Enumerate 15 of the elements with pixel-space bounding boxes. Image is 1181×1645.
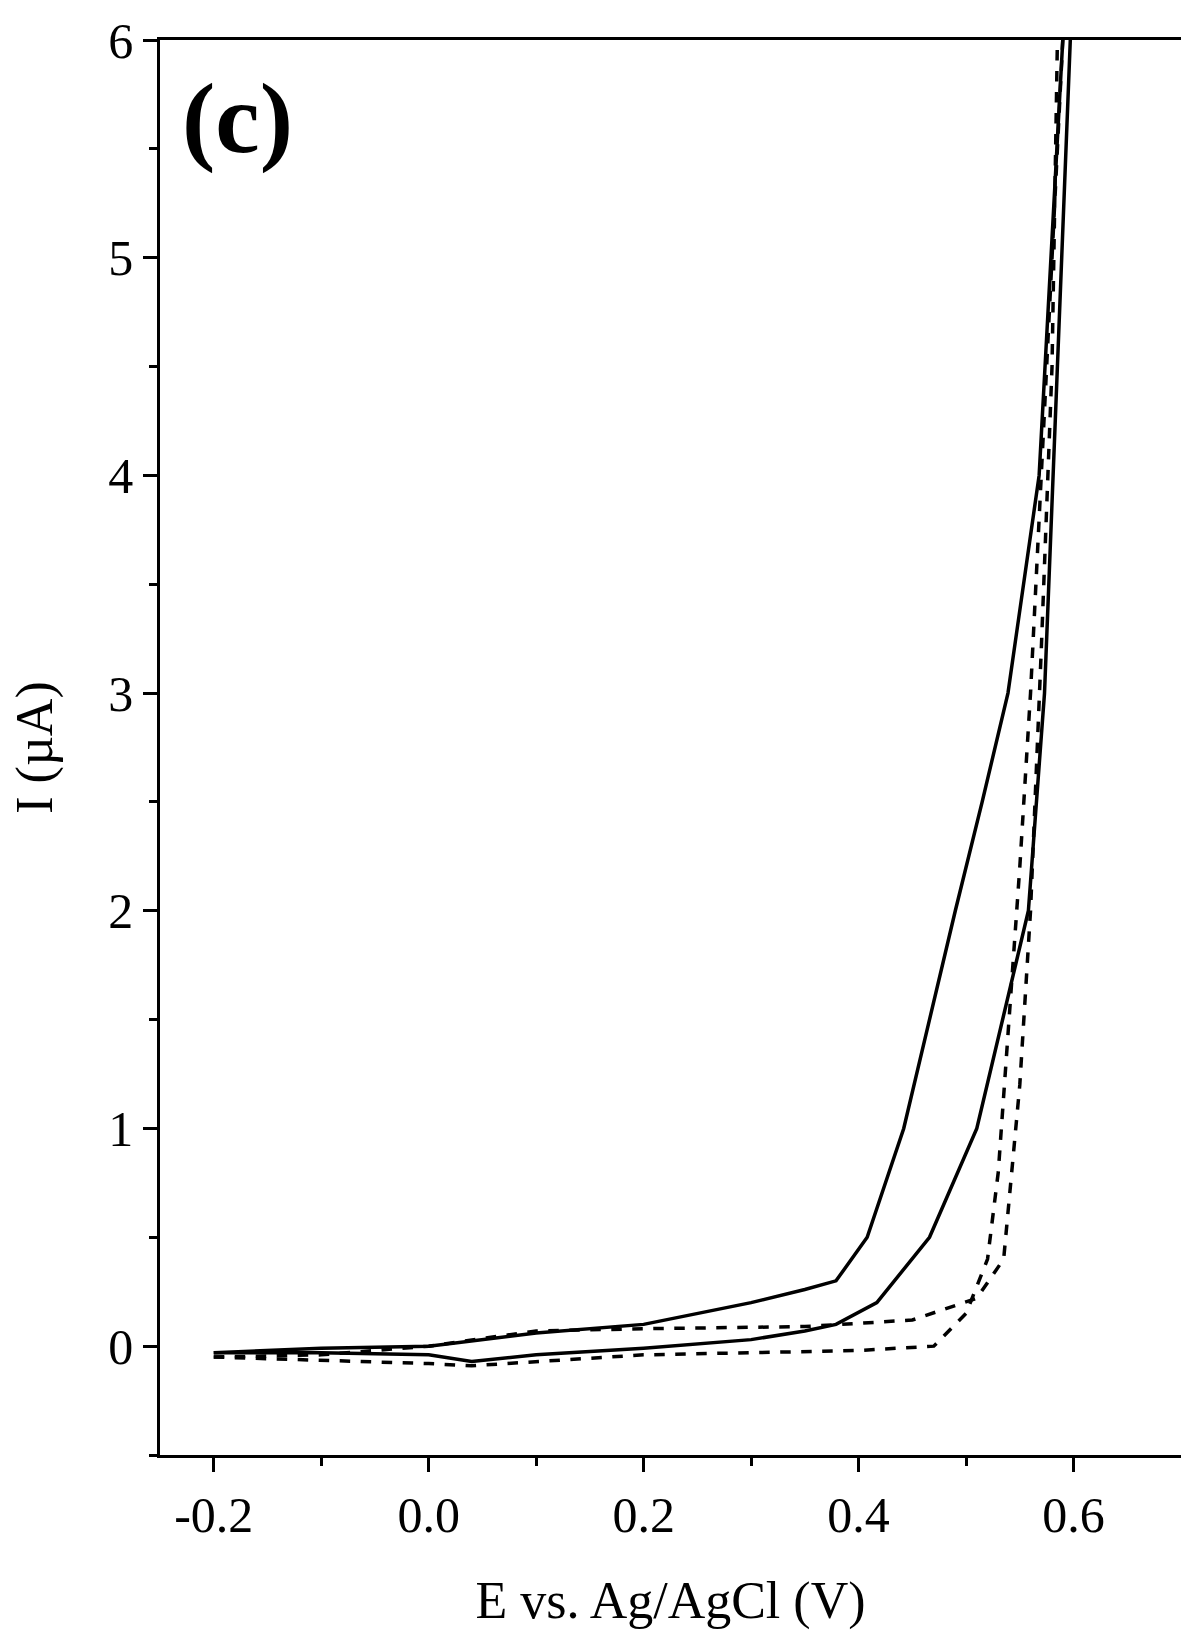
x-tick-label: 0.4	[827, 1486, 890, 1543]
y-tick-label: 4	[108, 447, 134, 504]
y-tick-label: 1	[108, 1100, 134, 1157]
x-tick-label: 0.6	[1042, 1486, 1105, 1543]
y-axis-title: I (µA)	[5, 681, 64, 814]
y-tick-label: 0	[108, 1318, 134, 1375]
x-tick-label: -0.2	[174, 1486, 254, 1543]
x-tick-label: 0.0	[397, 1486, 460, 1543]
y-tick-label: 3	[108, 665, 134, 722]
y-tick-label: 2	[108, 883, 134, 940]
x-axis-title: E vs. Ag/AgCl (V)	[475, 1571, 866, 1630]
annotation: (c)	[182, 63, 293, 174]
y-tick-label: 6	[108, 12, 134, 69]
y-tick-label: 5	[108, 230, 134, 287]
x-tick-label: 0.2	[612, 1486, 675, 1543]
